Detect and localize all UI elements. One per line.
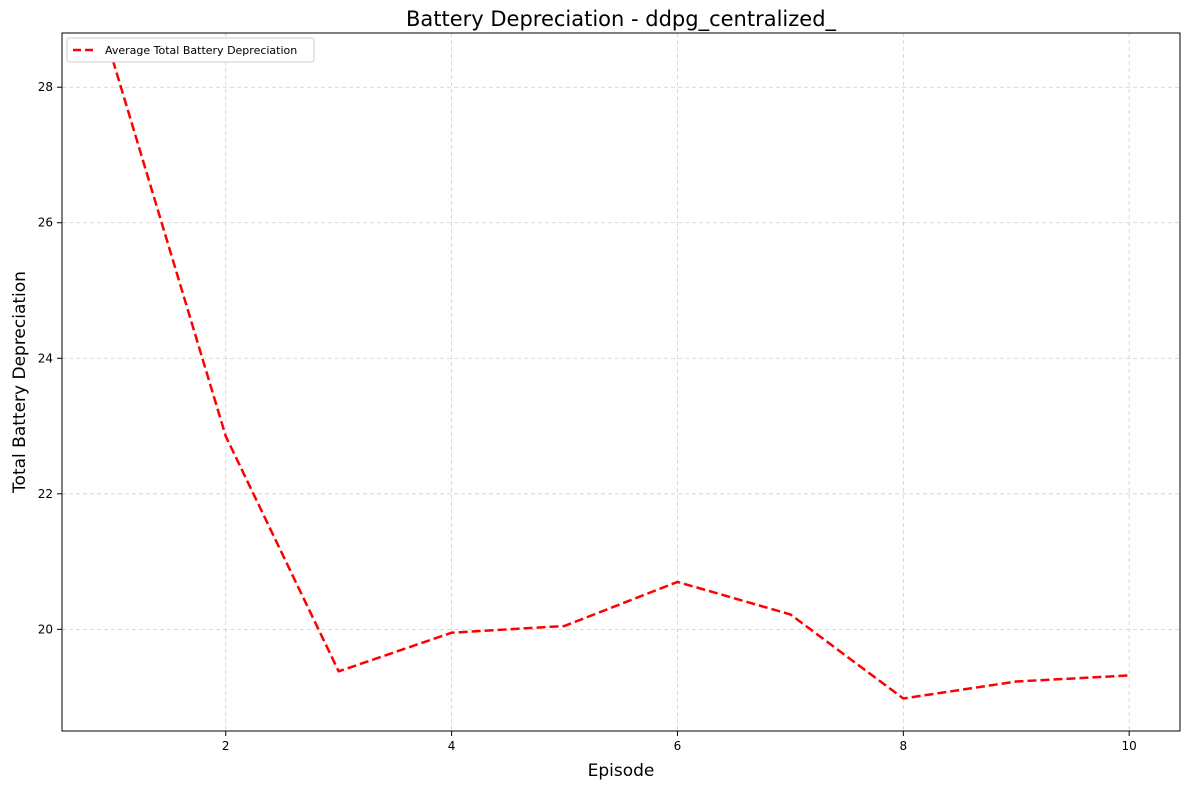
- y-tick-label: 20: [38, 622, 53, 636]
- x-tick-label: 6: [674, 739, 682, 753]
- chart-title: Battery Depreciation - ddpg_centralized_: [406, 7, 837, 32]
- y-tick-label: 22: [38, 487, 53, 501]
- legend: Average Total Battery Depreciation: [66, 37, 315, 63]
- series-line-1: [111, 59, 1130, 700]
- plot-frame: [61, 32, 1181, 732]
- x-tick-label: 2: [222, 739, 230, 753]
- x-tick-label: 4: [448, 739, 456, 753]
- legend-label: Average Total Battery Depreciation: [105, 44, 297, 57]
- grid: [62, 33, 1180, 731]
- y-tick-label: 24: [38, 351, 53, 365]
- x-tick-label: 8: [900, 739, 908, 753]
- y-tick-label: 26: [38, 216, 53, 230]
- x-tick-label: 10: [1122, 739, 1137, 753]
- series-layer: [111, 59, 1130, 700]
- x-axis-title: Episode: [588, 761, 655, 781]
- y-tick-label: 28: [38, 80, 53, 94]
- legend-box: [66, 37, 315, 63]
- y-axis-title: Total Battery Depreciation: [10, 271, 30, 494]
